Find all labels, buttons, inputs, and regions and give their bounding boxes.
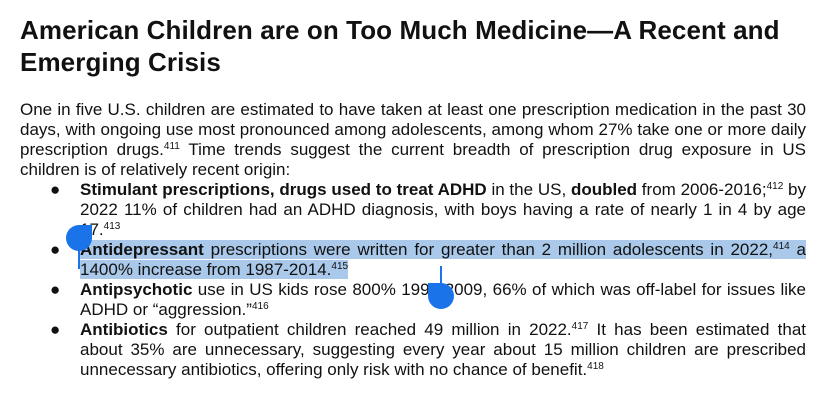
selection-end-handle[interactable] [428,283,454,309]
list-text: use in US kids rose 800% 1995-2009, 66% … [80,280,806,319]
list-text: in the US, [486,180,571,199]
bold-term: Antibiotics [80,320,168,339]
bullet-icon: ● [50,240,61,259]
selection-end-caret [440,266,442,286]
bold-term: Antipsychotic [80,280,193,299]
footnote-ref: 415 [331,261,349,272]
selected-text-highlight[interactable]: Antidepressant prescriptions were writte… [80,240,806,279]
selection-start-handle[interactable] [66,225,92,251]
intro-text: One in five U.S. children are estimated … [20,100,806,159]
list-item-antipsychotics[interactable]: ● Antipsychotic use in US kids rose 800% … [20,280,806,320]
bold-term: Antidepressant [80,240,204,259]
list-text: from 2006-2016; [637,180,767,199]
intro-paragraph[interactable]: One in five U.S. children are estimated … [20,100,806,180]
document-page: American Children are on Too Much Medici… [20,14,806,380]
bullet-icon: ● [50,280,61,299]
footnote-ref: 417 [571,321,589,332]
bullet-list: ● Stimulant prescriptions, drugs used to … [20,180,806,380]
footnote-ref: 413 [103,221,121,232]
footnote-ref: 414 [773,241,790,252]
list-text: It has been estimated that about 35% are… [80,320,806,379]
list-text: a 1400% increase from 1987-2014. [80,240,806,279]
list-item-stimulants[interactable]: ● Stimulant prescriptions, drugs used to … [20,180,806,240]
footnote-ref: 416 [251,301,269,312]
bold-term: doubled [570,180,638,199]
footnote-ref: 412 [766,181,784,192]
intro-text-2: Time trends suggest the current breadth … [20,140,807,179]
list-item-antibiotics[interactable]: ● Antibiotics for outpatient children rea… [20,320,806,380]
list-text: prescriptions were written for greater t… [203,240,774,259]
bold-term: Stimulant prescriptions, drugs used to t… [80,180,487,199]
page-title: American Children are on Too Much Medici… [20,15,780,77]
list-item-antidepressants[interactable]: ● Antidepressant prescriptions were writt… [20,240,806,280]
selection-start-caret [78,249,80,269]
footnote-ref: 418 [587,361,604,372]
bullet-icon: ● [50,320,61,339]
list-text: for outpatient children reached 49 milli… [167,320,572,339]
footnote-ref: 411 [163,141,180,152]
bullet-icon: ● [50,180,61,199]
